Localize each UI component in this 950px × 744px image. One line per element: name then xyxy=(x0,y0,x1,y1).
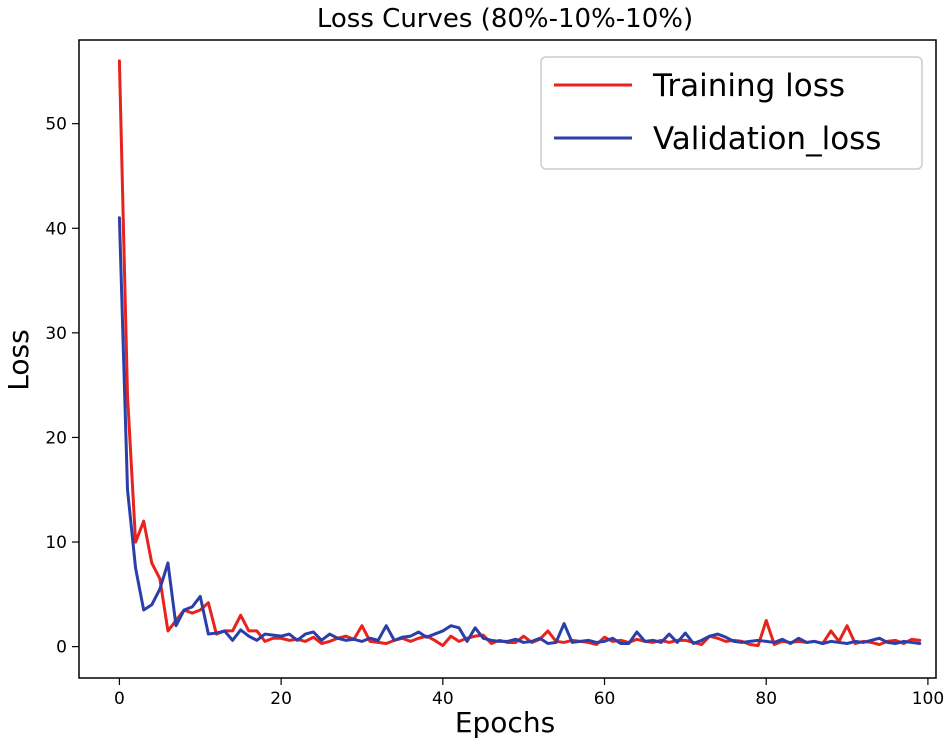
x-tick-label: 0 xyxy=(114,689,125,709)
legend-label-validation-loss: Validation_loss xyxy=(653,121,881,157)
legend-label-training-loss: Training loss xyxy=(652,68,845,104)
series-line-validation-loss xyxy=(117,216,922,645)
x-tick-label: 40 xyxy=(432,689,454,709)
y-tick-label: 30 xyxy=(45,324,67,344)
series-layer xyxy=(117,59,922,648)
x-tick-label: 20 xyxy=(270,689,292,709)
x-axis-ticks: 0 20 40 60 80 100 xyxy=(114,678,944,709)
chart-title: Loss Curves (80%-10%-10%) xyxy=(317,4,693,34)
x-tick-label: 60 xyxy=(594,689,616,709)
legend: Training loss Validation_loss xyxy=(540,56,923,170)
plot-frame xyxy=(78,39,937,679)
y-tick-label: 50 xyxy=(45,115,67,135)
x-tick-label: 80 xyxy=(755,689,777,709)
y-tick-label: 20 xyxy=(45,428,67,448)
y-tick-label: 10 xyxy=(45,533,67,553)
y-tick-label: 40 xyxy=(45,219,67,239)
y-tick-label: 0 xyxy=(56,638,67,658)
plot-area: 0 20 40 60 80 100 0 10 20 30 40 50 xyxy=(45,39,944,709)
y-axis-ticks: 0 10 20 30 40 50 xyxy=(45,115,79,658)
x-axis-label: Epochs xyxy=(455,706,555,739)
x-tick-label: 100 xyxy=(912,689,944,709)
y-axis-label: Loss xyxy=(2,329,35,390)
legend-box xyxy=(540,56,923,170)
